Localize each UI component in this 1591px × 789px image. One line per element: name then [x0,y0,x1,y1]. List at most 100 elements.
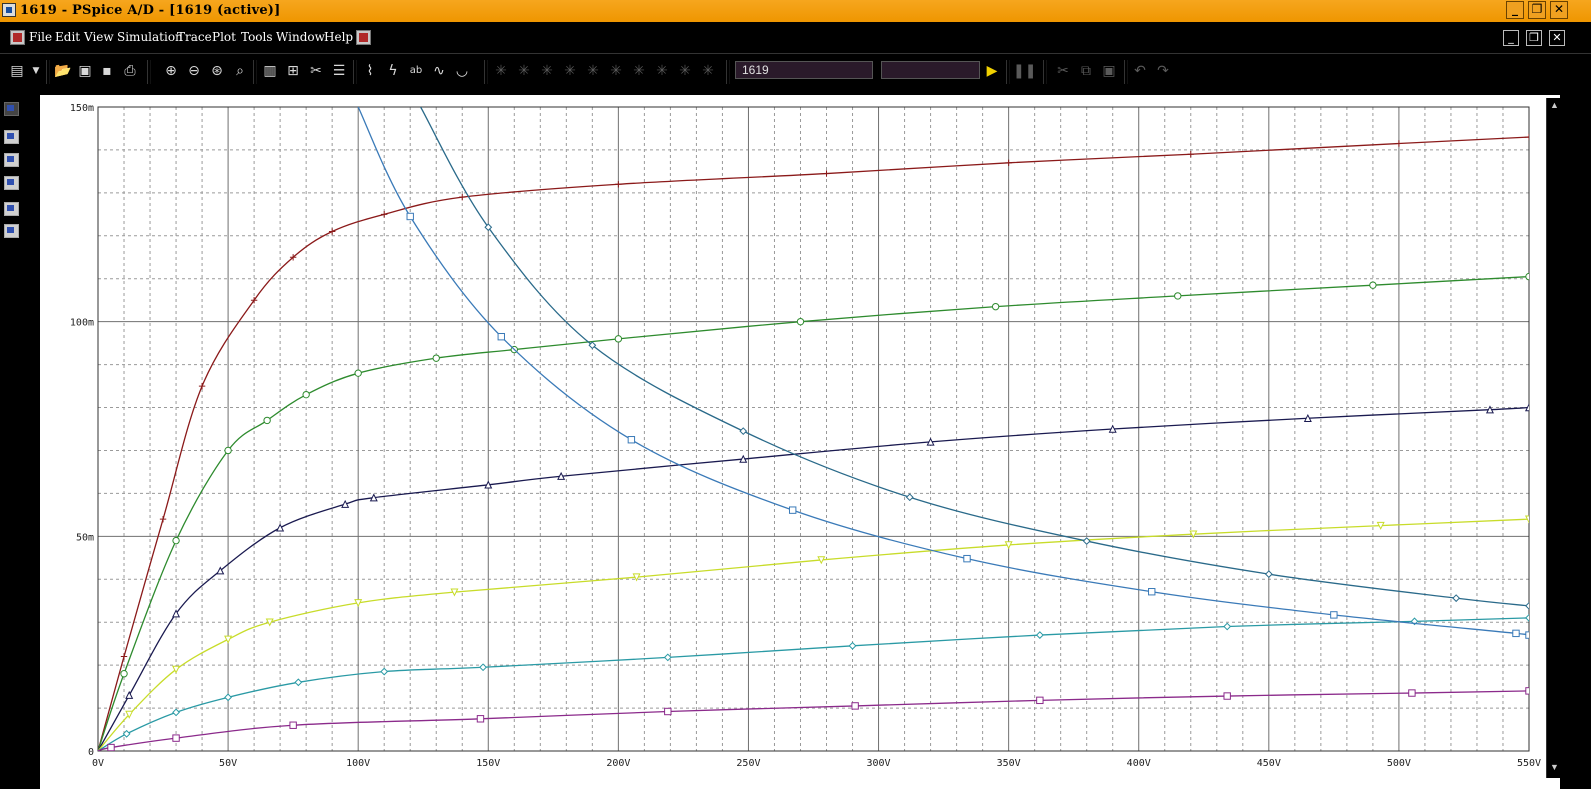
data-point-marker [851,702,859,710]
performance-analysis-icon[interactable]: ✂ [310,63,322,79]
cursor-slope-icon[interactable]: ✳ [541,63,553,79]
zoom-in-icon[interactable]: ⊕ [165,63,177,79]
restore-icon[interactable]: ❐ [1528,1,1546,19]
copy-icon[interactable]: ⧉ [1081,63,1091,79]
dock-waveform-icon[interactable] [4,130,19,144]
menu-plot[interactable]: Plot [212,30,236,44]
text-label-icon[interactable]: ab [409,65,423,76]
menu-tools[interactable]: Tools [241,30,273,44]
dock-output-icon[interactable] [4,153,19,167]
data-point-marker [823,170,830,177]
help-context-icon[interactable] [356,30,371,45]
data-point-marker [1452,594,1461,603]
mark-data-points-icon[interactable]: ◡ [455,63,469,79]
trace-line-4[interactable] [98,518,1529,751]
cursor-prev-transition-icon[interactable]: ✳ [679,63,691,79]
cut-icon[interactable]: ✂ [1057,63,1069,79]
trace-line-1[interactable] [98,136,1529,751]
data-point-marker [302,390,310,399]
simulation-profile-select[interactable]: 1619 [735,61,873,79]
fourier-icon[interactable]: ⊞ [287,63,299,79]
data-point-marker [1524,515,1529,524]
data-point-marker [198,382,206,390]
minimize-icon[interactable]: _ [1506,1,1524,19]
data-point-marker [432,354,440,362]
data-point-marker [1223,622,1232,631]
waveform-plot[interactable]: 0V 50V 100V 150V 200V 250V 300V 350V 400V 450V 500… [40,95,1560,789]
data-point-marker [1036,696,1044,705]
x-tick-label: 250V [736,758,760,769]
data-point-marker [1485,405,1494,414]
open-folder-icon[interactable]: 📂 [54,63,72,79]
menu-simulation[interactable]: Simulation [117,30,183,44]
child-restore-icon[interactable]: ❐ [1526,30,1542,46]
cursor-point-icon[interactable]: ✳ [610,63,622,79]
data-point-marker [663,653,672,662]
y-tick-label: 100m [70,318,94,329]
trace-line-6[interactable] [98,690,1529,751]
data-point-marker [1408,689,1416,697]
zoom-area-icon[interactable]: ⊛ [211,63,223,79]
cursor-trough-icon[interactable]: ✳ [518,63,530,79]
trace-line-8[interactable] [420,107,1529,607]
data-point-marker [848,641,857,650]
toggle-cursor-icon[interactable]: ∿ [433,63,445,79]
zoom-fit-icon[interactable]: ⌕ [236,63,244,79]
data-point-marker [739,427,748,436]
redo-icon[interactable]: ↷ [1157,63,1169,79]
cursor-peak-icon[interactable]: ✳ [495,63,507,79]
open-file-icon[interactable]: ▣ [78,63,92,79]
run-play-icon[interactable]: ▶ [986,63,998,79]
vertical-scrollbar[interactable]: ▲ ▼ [1546,98,1562,778]
x-tick-label: 350V [997,758,1021,769]
close-icon[interactable]: ✕ [1550,1,1568,19]
log-y-axis-icon[interactable]: ☰ [332,63,346,79]
dock-watch-icon[interactable] [4,202,19,216]
probe-plot-window[interactable]: 0V 50V 100V 150V 200V 250V 300V 350V 400V 450V 500… [40,95,1560,789]
data-point-marker [905,493,914,502]
trace-line-7[interactable] [357,107,1534,636]
cursor-label-icon[interactable]: ✳ [702,63,714,79]
pause-icon[interactable]: ❚❚ [1013,63,1037,79]
secondary-select[interactable] [881,61,980,79]
child-minimize-icon[interactable]: _ [1503,30,1519,46]
save-icon[interactable]: ▪ [102,63,112,79]
menu-file[interactable]: File [29,30,53,44]
data-point-marker [380,667,389,676]
undo-icon[interactable]: ↶ [1134,63,1146,79]
scroll-up-icon[interactable]: ▲ [1550,100,1559,110]
paste-icon[interactable]: ▣ [1102,63,1116,79]
data-point-marker [615,181,622,188]
chevron-down-icon[interactable]: ▼ [32,66,40,76]
new-document-icon[interactable]: ▤ [10,63,24,79]
data-point-marker [172,708,180,717]
data-point-marker [125,710,134,719]
menu-view[interactable]: View [84,30,114,44]
cursor-search-icon[interactable]: ✳ [633,63,645,79]
dock-netlist-icon[interactable] [4,176,19,190]
cursor-min-icon[interactable]: ✳ [564,63,576,79]
add-trace-icon[interactable]: ⌇ [366,63,374,79]
dock-simulation-status-icon[interactable] [4,224,19,238]
menu-trace[interactable]: Trace [177,30,212,44]
cursor-max-icon[interactable]: ✳ [587,63,599,79]
print-icon[interactable]: ⎙ [124,63,136,79]
eval-measurement-icon[interactable]: ϟ [388,63,398,79]
dock-grip-icon[interactable] [4,102,19,116]
menu-edit[interactable]: Edit [55,30,81,44]
menu-window[interactable]: Window [276,30,325,44]
zoom-out-icon[interactable]: ⊖ [188,63,200,79]
log-x-axis-icon[interactable]: ▥ [263,63,277,79]
child-close-icon[interactable]: ✕ [1549,30,1565,46]
menu-help[interactable]: Help [324,30,354,44]
data-point-marker [1525,631,1529,639]
scroll-down-icon[interactable]: ▼ [1550,762,1559,772]
x-tick-label: 400V [1127,758,1151,769]
document-menu-icon[interactable] [10,30,25,45]
data-point-marker [369,493,378,502]
data-point-marker [1395,140,1403,147]
x-tick-label: 450V [1257,758,1281,769]
cursor-next-transition-icon[interactable]: ✳ [656,63,668,79]
pspice-app-icon[interactable] [2,3,16,17]
trace-line-5[interactable] [98,617,1529,751]
